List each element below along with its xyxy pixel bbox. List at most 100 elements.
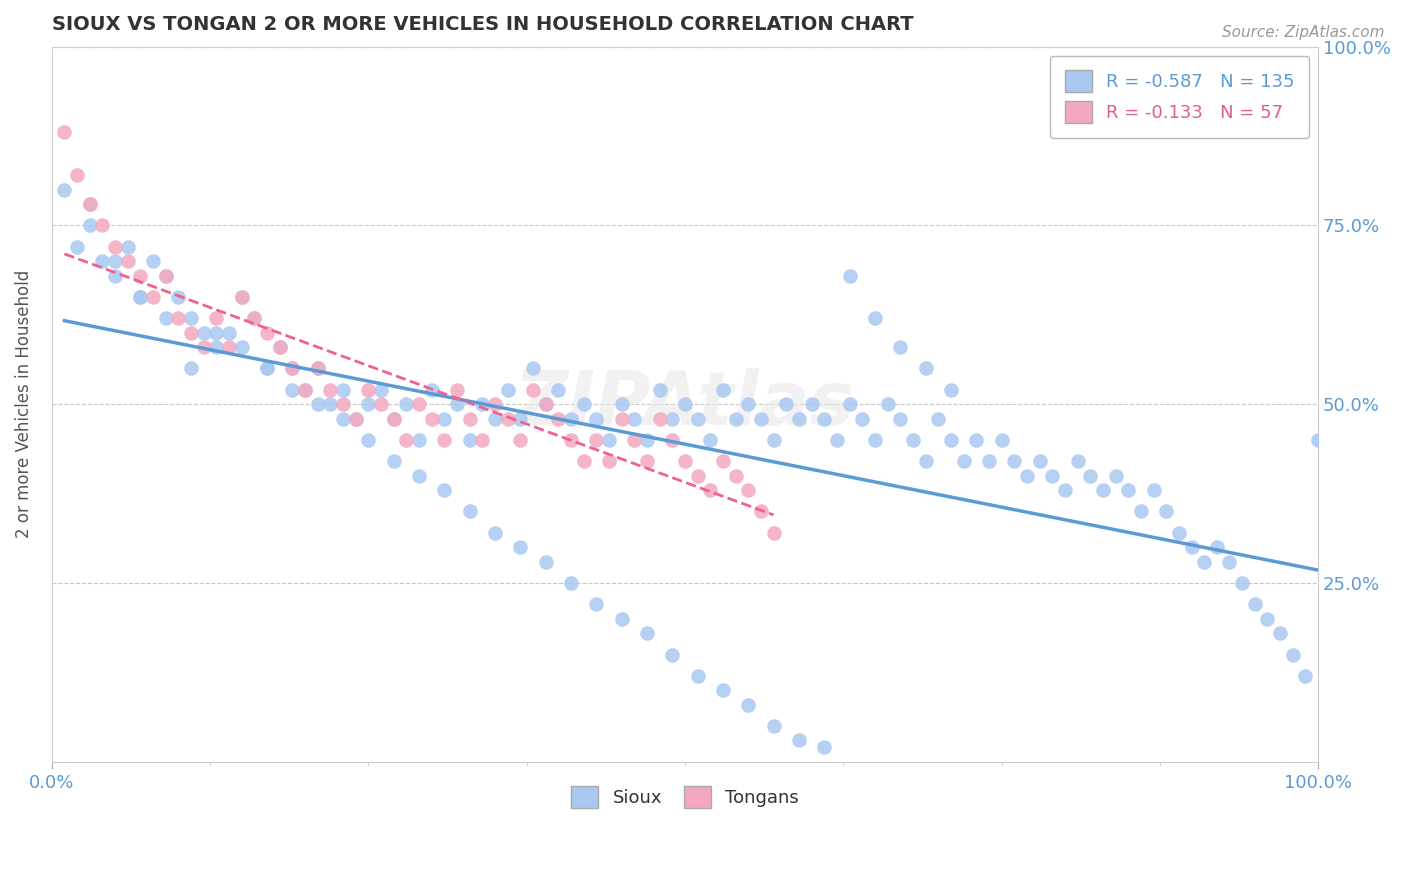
Point [1243, 598, 1265, 612]
Point [534, 397, 557, 411]
Point [484, 411, 506, 425]
Point [129, 290, 152, 304]
Point [294, 383, 316, 397]
Point [522, 361, 544, 376]
Point [1308, 433, 1330, 447]
Point [370, 383, 392, 397]
Point [142, 290, 165, 304]
Point [787, 733, 810, 747]
Point [167, 290, 190, 304]
Point [218, 340, 240, 354]
Point [484, 525, 506, 540]
Point [180, 311, 202, 326]
Point [762, 719, 785, 733]
Point [686, 468, 709, 483]
Point [193, 326, 215, 340]
Point [307, 361, 329, 376]
Point [560, 411, 582, 425]
Point [838, 268, 860, 283]
Point [699, 433, 721, 447]
Point [446, 383, 468, 397]
Point [104, 240, 127, 254]
Point [66, 169, 89, 183]
Point [762, 525, 785, 540]
Point [838, 397, 860, 411]
Point [180, 361, 202, 376]
Point [155, 268, 177, 283]
Point [1002, 454, 1025, 468]
Point [382, 454, 405, 468]
Point [458, 433, 481, 447]
Point [319, 397, 342, 411]
Point [965, 433, 987, 447]
Point [1268, 626, 1291, 640]
Point [332, 411, 354, 425]
Point [129, 290, 152, 304]
Point [332, 383, 354, 397]
Point [560, 576, 582, 591]
Point [180, 326, 202, 340]
Point [711, 683, 734, 698]
Point [357, 433, 380, 447]
Point [914, 361, 936, 376]
Point [79, 197, 101, 211]
Point [458, 411, 481, 425]
Y-axis label: 2 or more Vehicles in Household: 2 or more Vehicles in Household [15, 270, 32, 539]
Point [104, 268, 127, 283]
Point [243, 311, 266, 326]
Point [749, 504, 772, 518]
Point [547, 411, 569, 425]
Point [673, 397, 696, 411]
Point [420, 411, 443, 425]
Point [762, 433, 785, 447]
Point [876, 397, 898, 411]
Point [661, 433, 683, 447]
Point [1295, 669, 1317, 683]
Point [1028, 454, 1050, 468]
Point [572, 397, 595, 411]
Point [977, 454, 1000, 468]
Point [256, 361, 278, 376]
Point [243, 311, 266, 326]
Point [1040, 468, 1063, 483]
Point [636, 626, 658, 640]
Point [711, 383, 734, 397]
Point [256, 361, 278, 376]
Point [610, 612, 633, 626]
Point [585, 433, 607, 447]
Point [572, 454, 595, 468]
Point [673, 454, 696, 468]
Point [509, 411, 531, 425]
Point [1167, 525, 1189, 540]
Point [623, 411, 645, 425]
Point [547, 383, 569, 397]
Point [1142, 483, 1164, 497]
Point [1116, 483, 1139, 497]
Point [319, 383, 342, 397]
Point [53, 126, 76, 140]
Point [484, 397, 506, 411]
Point [357, 397, 380, 411]
Point [661, 411, 683, 425]
Point [1218, 555, 1240, 569]
Point [408, 397, 430, 411]
Point [534, 555, 557, 569]
Point [737, 483, 759, 497]
Point [1053, 483, 1076, 497]
Point [863, 311, 886, 326]
Point [560, 433, 582, 447]
Point [636, 454, 658, 468]
Point [117, 240, 139, 254]
Point [1066, 454, 1088, 468]
Point [825, 433, 848, 447]
Point [167, 311, 190, 326]
Point [408, 468, 430, 483]
Point [1154, 504, 1177, 518]
Point [53, 183, 76, 197]
Point [446, 397, 468, 411]
Point [408, 433, 430, 447]
Point [420, 383, 443, 397]
Point [1091, 483, 1114, 497]
Point [1078, 468, 1101, 483]
Point [1180, 540, 1202, 554]
